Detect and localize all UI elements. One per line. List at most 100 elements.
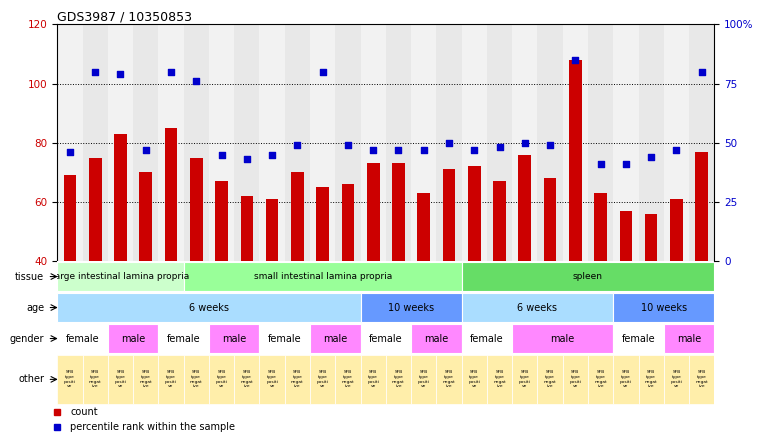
Point — [468, 146, 481, 153]
Bar — [209, 324, 260, 353]
Bar — [594, 193, 607, 261]
Bar — [664, 355, 689, 404]
Point — [241, 156, 253, 163]
Text: SFB
type
positi
ve: SFB type positi ve — [468, 370, 481, 388]
Bar — [461, 355, 487, 404]
Text: other: other — [18, 374, 44, 385]
Bar — [183, 24, 209, 261]
Bar — [620, 211, 633, 261]
Bar — [285, 355, 310, 404]
Bar — [310, 24, 335, 261]
Text: spleen: spleen — [573, 272, 603, 281]
Bar — [235, 24, 260, 261]
Bar — [361, 293, 461, 322]
Bar — [63, 175, 76, 261]
Bar — [519, 155, 531, 261]
Bar — [108, 24, 133, 261]
Bar — [183, 262, 461, 291]
Bar — [664, 324, 714, 353]
Bar — [487, 24, 512, 261]
Text: GDS3987 / 10350853: GDS3987 / 10350853 — [57, 10, 193, 23]
Text: SFB
type
positi
ve: SFB type positi ve — [215, 370, 228, 388]
Text: female: female — [622, 333, 656, 344]
Text: male: male — [424, 333, 448, 344]
Point — [266, 151, 278, 158]
Text: SFB
type
positi
ve: SFB type positi ve — [519, 370, 531, 388]
Point — [215, 151, 228, 158]
Bar — [461, 324, 512, 353]
Bar — [392, 163, 405, 261]
Bar — [512, 324, 613, 353]
Point — [418, 146, 430, 153]
Text: male: male — [222, 333, 246, 344]
Bar — [411, 24, 436, 261]
Point — [165, 68, 177, 75]
Bar — [544, 178, 556, 261]
Bar — [89, 158, 102, 261]
Bar — [241, 196, 253, 261]
Point — [645, 153, 657, 160]
Text: percentile rank within the sample: percentile rank within the sample — [70, 422, 235, 432]
Bar — [689, 355, 714, 404]
Text: SFB
type
negat
ive: SFB type negat ive — [494, 370, 506, 388]
Point — [443, 139, 455, 146]
Text: SFB
type
positi
ve: SFB type positi ve — [266, 370, 278, 388]
Point — [544, 142, 556, 149]
Bar — [487, 355, 512, 404]
Bar — [316, 187, 329, 261]
Text: SFB
type
positi
ve: SFB type positi ve — [317, 370, 329, 388]
Bar — [310, 355, 335, 404]
Point — [494, 144, 506, 151]
Text: female: female — [66, 333, 99, 344]
Text: SFB
type
negat
ive: SFB type negat ive — [544, 370, 556, 388]
Text: male: male — [677, 333, 701, 344]
Bar — [260, 24, 285, 261]
Bar — [494, 181, 506, 261]
Text: SFB
type
positi
ve: SFB type positi ve — [64, 370, 76, 388]
Text: small intestinal lamina propria: small intestinal lamina propria — [254, 272, 392, 281]
Bar — [461, 293, 613, 322]
Bar — [140, 172, 152, 261]
Bar — [57, 262, 183, 291]
Text: male: male — [121, 333, 145, 344]
Bar — [588, 355, 613, 404]
Point — [393, 146, 405, 153]
Bar — [260, 324, 310, 353]
Text: male: male — [323, 333, 348, 344]
Bar — [158, 324, 209, 353]
Text: SFB
type
negat
ive: SFB type negat ive — [241, 370, 253, 388]
Text: SFB
type
negat
ive: SFB type negat ive — [594, 370, 607, 388]
Bar — [386, 355, 411, 404]
Text: SFB
type
positi
ve: SFB type positi ve — [671, 370, 682, 388]
Bar — [664, 24, 689, 261]
Bar — [537, 24, 563, 261]
Text: count: count — [70, 407, 98, 417]
Bar — [563, 355, 588, 404]
Bar — [569, 60, 581, 261]
Text: SFB
type
negat
ive: SFB type negat ive — [139, 370, 152, 388]
Bar — [411, 324, 461, 353]
Bar — [670, 199, 683, 261]
Bar — [361, 355, 386, 404]
Bar — [190, 158, 202, 261]
Point — [594, 160, 607, 167]
Bar — [436, 355, 461, 404]
Point — [291, 142, 303, 149]
Text: SFB
type
negat
ive: SFB type negat ive — [645, 370, 658, 388]
Point — [569, 56, 581, 63]
Point — [367, 146, 379, 153]
Bar — [689, 24, 714, 261]
Bar — [645, 214, 658, 261]
Bar — [461, 262, 714, 291]
Text: female: female — [369, 333, 403, 344]
Text: SFB
type
negat
ive: SFB type negat ive — [392, 370, 405, 388]
Bar — [291, 172, 304, 261]
Bar — [57, 24, 83, 261]
Point — [140, 146, 152, 153]
Bar — [613, 355, 639, 404]
Bar — [367, 163, 380, 261]
Bar — [133, 24, 158, 261]
Bar — [436, 24, 461, 261]
Bar — [512, 355, 537, 404]
Bar — [613, 324, 664, 353]
